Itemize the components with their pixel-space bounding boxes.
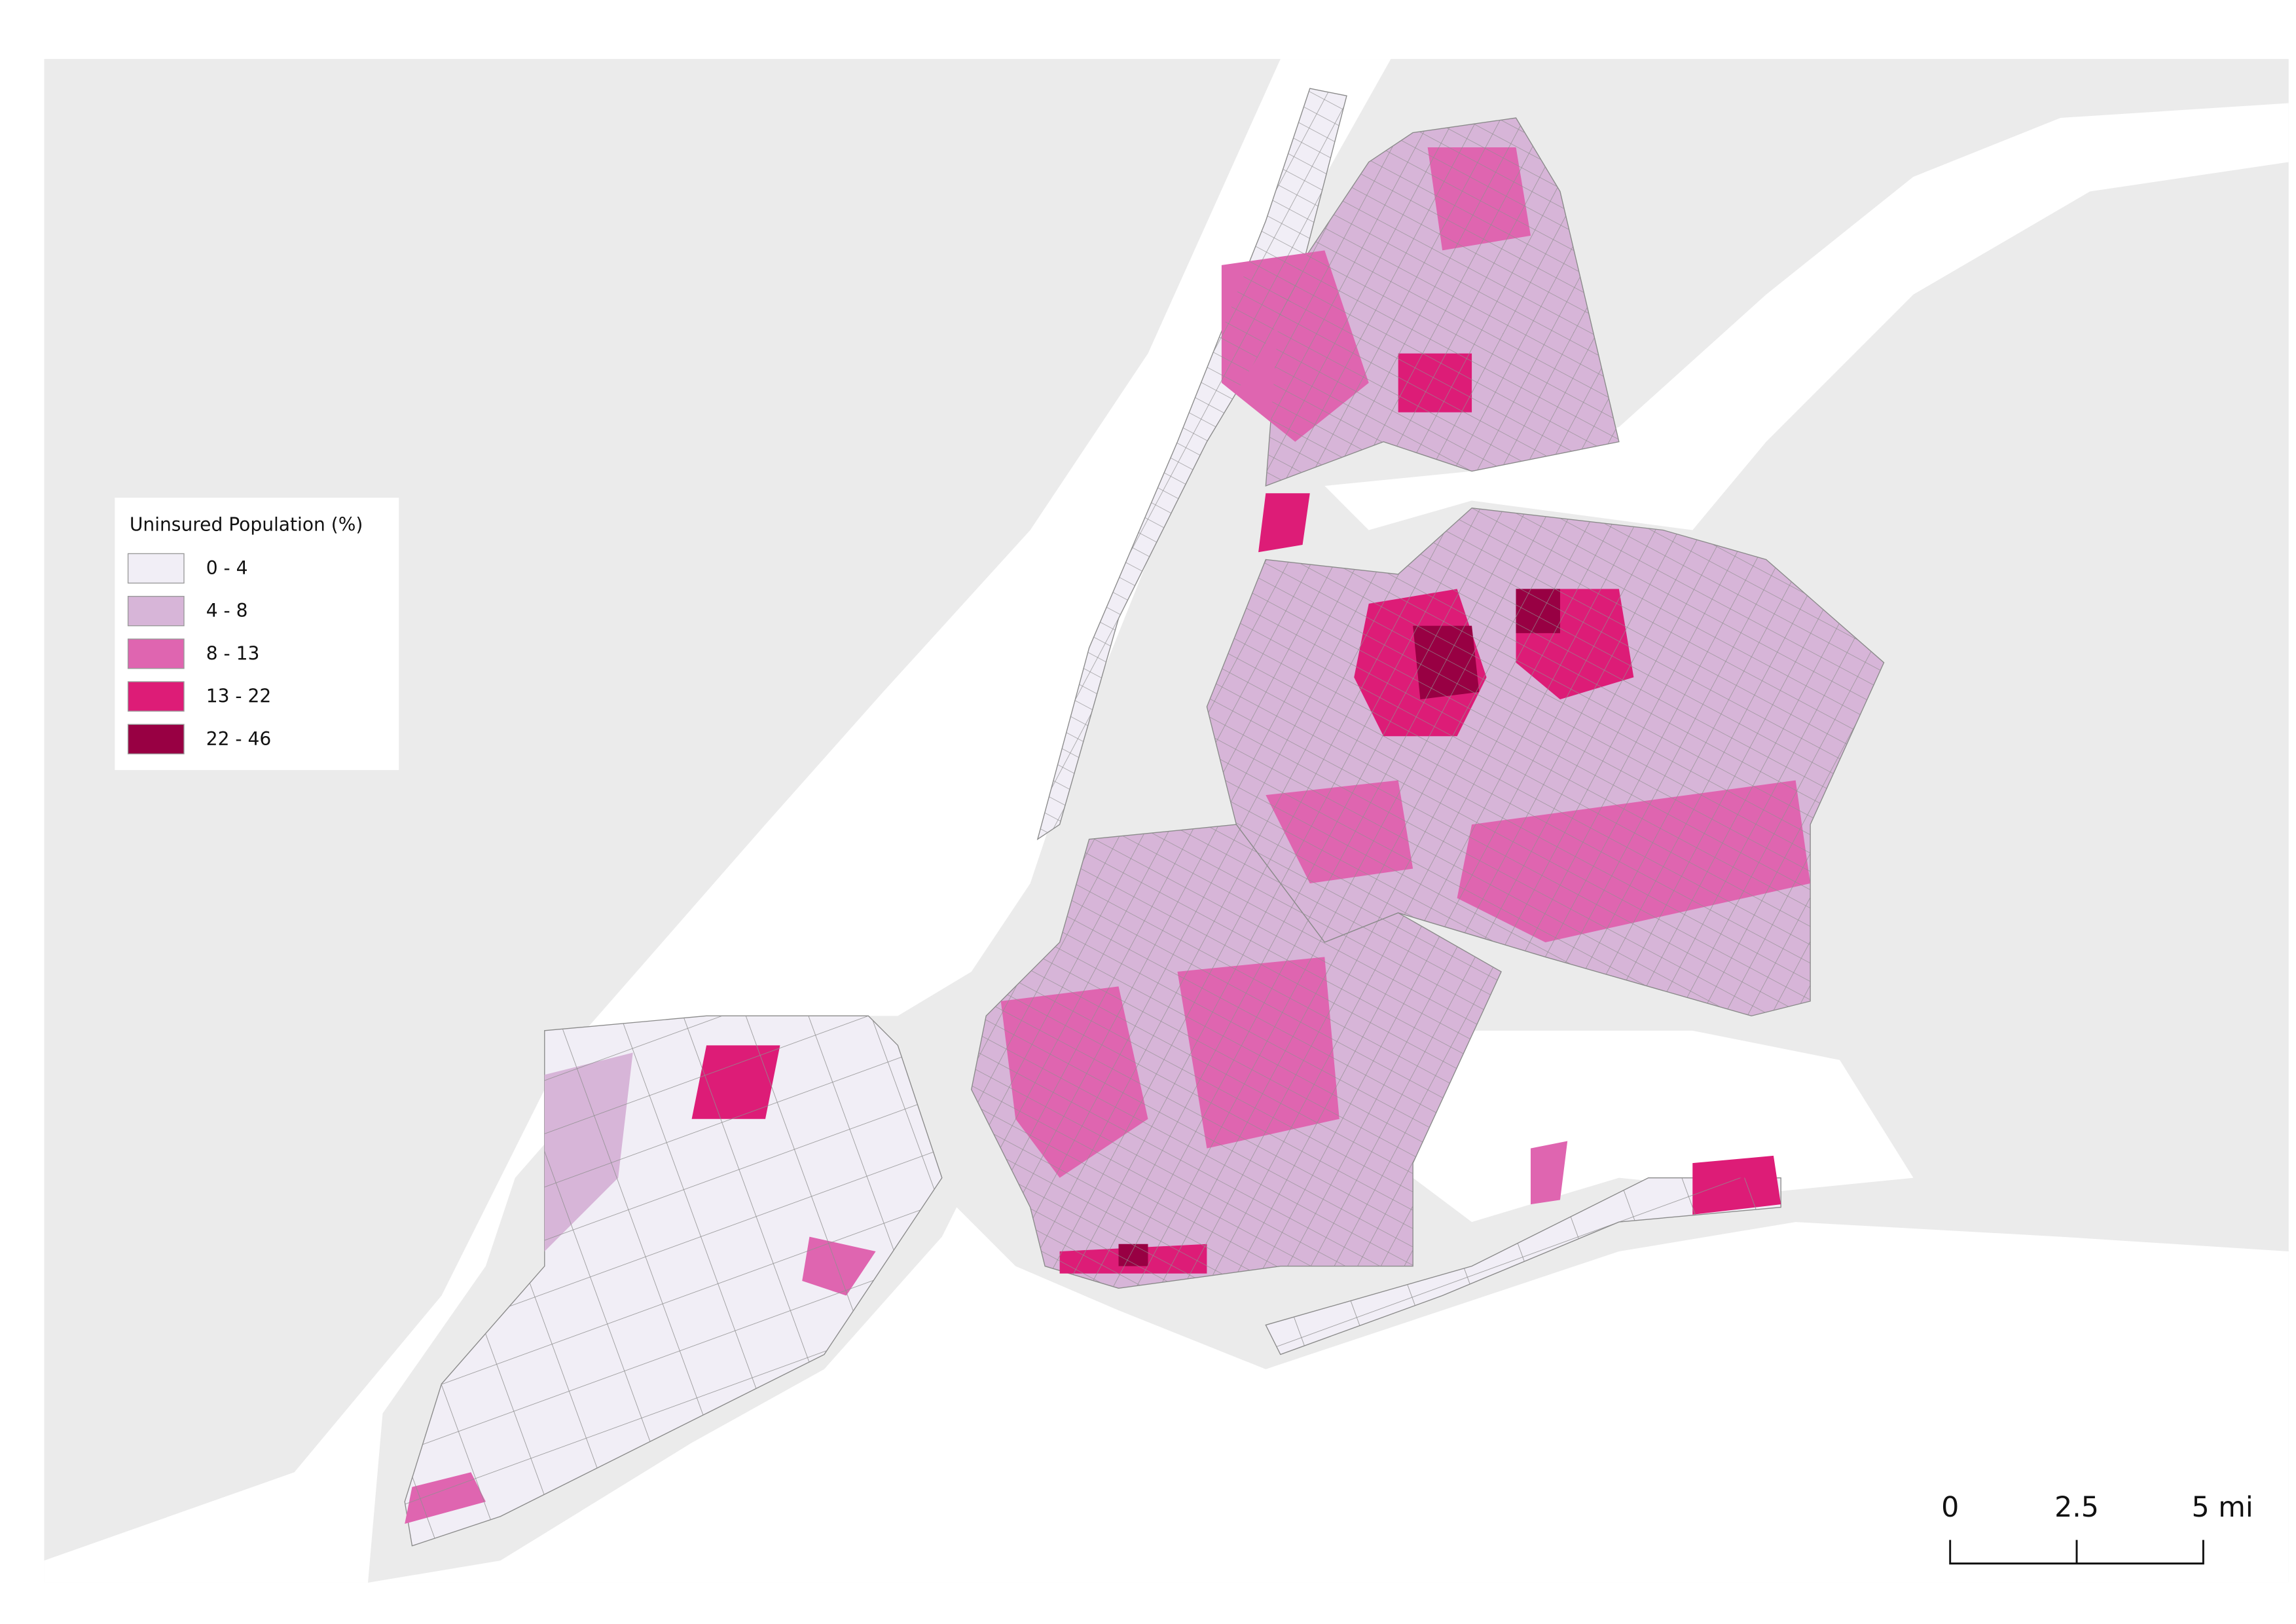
tract-lines	[1266, 118, 1619, 487]
legend-title: Uninsured Population (%)	[130, 514, 363, 536]
legend-label: 8 - 13	[206, 642, 260, 664]
legend-swatch	[127, 553, 185, 584]
legend-label: 0 - 4	[206, 557, 248, 579]
scale-bar-line	[1949, 1540, 2204, 1565]
ocean	[368, 1207, 2289, 1583]
legend: Uninsured Population (%) 0 - 4 4 - 8 8 - 1…	[115, 498, 399, 770]
tract-lines	[1207, 507, 1884, 1016]
tract-cluster	[1531, 1141, 1568, 1205]
scale-bar: 0 2.5 5 mi	[1941, 1491, 2253, 1565]
tract-lines	[1266, 1177, 1781, 1355]
scale-label: 0	[1941, 1491, 1959, 1524]
tract-cluster	[1258, 493, 1310, 553]
legend-label: 4 - 8	[206, 600, 248, 621]
scale-label: 5 mi	[2191, 1491, 2253, 1524]
tract-lines	[1037, 88, 1347, 840]
tract-lines	[405, 1016, 942, 1546]
east-river	[1324, 103, 2289, 530]
legend-swatch	[127, 724, 185, 754]
tract-lines	[971, 824, 1502, 1289]
hudson-river	[44, 59, 1391, 1583]
legend-swatch	[127, 681, 185, 712]
legend-swatch	[127, 595, 185, 627]
scale-label: 2.5	[2054, 1491, 2099, 1524]
legend-label: 22 - 46	[206, 728, 272, 750]
legend-label: 13 - 22	[206, 686, 272, 707]
census-tracts	[404, 88, 1885, 1547]
legend-swatch	[127, 638, 185, 669]
